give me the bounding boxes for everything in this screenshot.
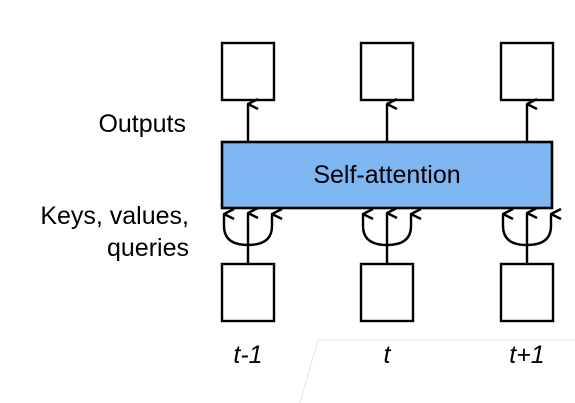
inputs-label-line1: Keys, values, <box>40 202 189 230</box>
self-attention-label: Self-attention <box>313 160 461 189</box>
output-box-t-minus-1 <box>220 41 276 102</box>
self-attention-block <box>220 140 554 210</box>
output-box-t-plus-1 <box>499 41 555 102</box>
input-box-t-plus-1 <box>499 262 555 323</box>
timestep-label-t: t <box>383 341 391 369</box>
timestep-label-t-plus-1: t+1 <box>509 341 545 369</box>
output-box-t <box>359 41 415 102</box>
inputs-label-line2: queries <box>107 234 189 262</box>
background-guide-line <box>299 339 575 403</box>
input-box-t-minus-1 <box>220 262 276 323</box>
outputs-label: Outputs <box>98 110 186 138</box>
input-arrows-t <box>361 213 411 263</box>
input-arrows-t-minus-1 <box>222 213 272 263</box>
timestep-label-t-minus-1: t-1 <box>233 341 263 369</box>
input-arrows-t-plus-1 <box>501 213 551 263</box>
input-box-t <box>359 262 415 323</box>
